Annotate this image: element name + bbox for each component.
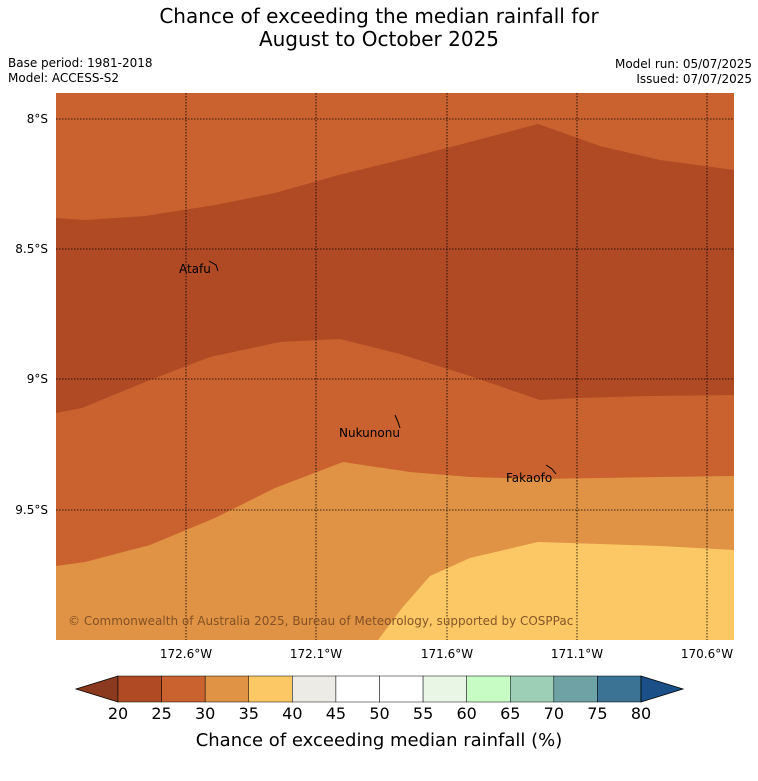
colorbar-segment-70-75 (553, 675, 598, 703)
gridlines (56, 93, 734, 640)
atafu-outline (208, 260, 219, 272)
colorbar-tick-80: 80 (630, 704, 652, 723)
y-tick-9s: 9°S (26, 372, 48, 386)
colorbar-label: Chance of exceeding median rainfall (%) (195, 730, 563, 751)
y-tick-8s: 8°S (26, 112, 48, 126)
colorbar-tick-45: 45 (325, 704, 347, 723)
model-run: Model run: 05/07/2025 (614, 57, 752, 71)
nukunonu-outline (394, 414, 401, 429)
meta-left: Base period: 1981-2018 Model: ACCESS-S2 (8, 56, 153, 86)
map-title: Chance of exceeding the median rainfall … (0, 5, 758, 51)
colorbar-segment-20-25 (117, 675, 162, 703)
x-tick-172-6w: 172.6°W (159, 647, 213, 661)
colorbar-segment-25-30 (161, 675, 206, 703)
model-name: Model: ACCESS-S2 (8, 71, 120, 85)
colorbar-tick-35: 35 (238, 704, 259, 723)
colorbar-segment-50-55 (379, 675, 424, 703)
colorbar-tick-60: 60 (456, 704, 477, 723)
colorbar-segment-35-40 (248, 675, 293, 703)
x-tick-170-6w: 170.6°W (680, 647, 734, 661)
colorbar-tick-30: 30 (194, 704, 216, 723)
colorbar-segment-40-45 (292, 675, 337, 703)
band-35-40 (378, 542, 734, 640)
y-tick-8-5s: 8.5°S (15, 242, 48, 256)
colorbar-segment-60-65 (466, 675, 511, 703)
place-label-nukunonu: Nukunonu (339, 426, 400, 440)
colorbar-segment-30-35 (204, 675, 250, 703)
title-line-1: Chance of exceeding the median rainfall … (159, 4, 599, 28)
x-tick-172-1w: 172.1°W (289, 647, 343, 661)
colorbar-segments (74, 675, 685, 703)
base-period: Base period: 1981-2018 (8, 56, 153, 70)
colorbar-segment-45-50 (335, 675, 380, 703)
fakaofo-outline (545, 464, 557, 475)
atoll-outlines (208, 260, 557, 475)
y-tick-9-5s: 9.5°S (15, 503, 48, 517)
colorbar-tick-70: 70 (543, 704, 564, 723)
colorbar-segment-65-70 (510, 675, 555, 703)
colorbar-tick-55: 55 (412, 704, 434, 723)
colorbar-segment-75-80 (597, 675, 642, 703)
colorbar-tick-75: 75 (587, 704, 608, 723)
colorbar-tick-50: 50 (369, 704, 390, 723)
colorbar-tick-40: 40 (282, 704, 303, 723)
map-area (56, 93, 734, 640)
colorbar (74, 675, 685, 703)
x-tick-171-1w: 171.1°W (550, 647, 604, 661)
colorbar-tick-25: 25 (151, 704, 172, 723)
issued-date: Issued: 07/07/2025 (636, 72, 752, 86)
meta-right: Model run: 05/07/2025 Issued: 07/07/2025 (615, 57, 752, 87)
colorbar-segment-55-60 (422, 675, 467, 703)
colorbar-tick-20: 20 (107, 704, 129, 723)
x-tick-171-6w: 171.6°W (420, 647, 474, 661)
title-line-2: August to October 2025 (258, 27, 500, 51)
place-label-fakaofo: Fakaofo (506, 471, 553, 485)
band-20-25 (56, 124, 734, 413)
copyright-notice: © Commonwealth of Australia 2025, Bureau… (68, 614, 574, 628)
colorbar-tick-65: 65 (500, 704, 521, 723)
place-label-atafu: Atafu (179, 262, 211, 276)
colorbar-under-arrow (74, 675, 119, 703)
colorbar-over-arrow (640, 675, 685, 703)
